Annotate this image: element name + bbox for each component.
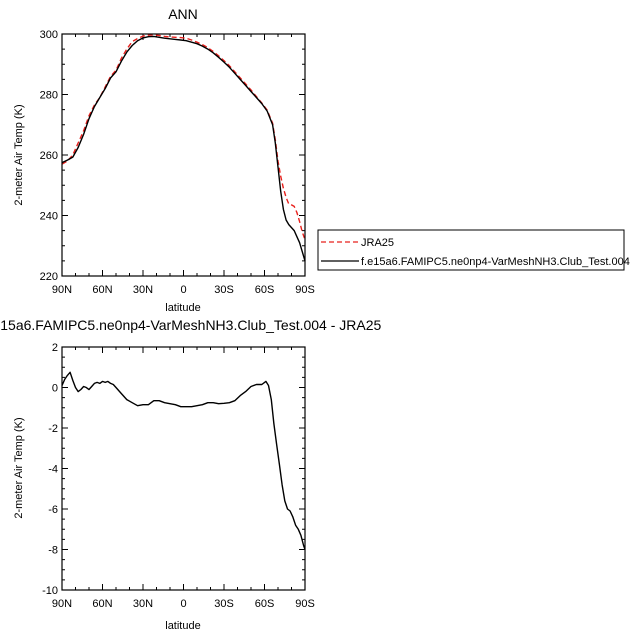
top-chart-title: ANN <box>168 6 198 22</box>
top-x-axis-label: latitude <box>165 302 200 314</box>
bottom-ticks: 90N 60N 30N 0 30S 60S 90S -10 -8 -6 -4 -2 0 2 <box>42 342 315 610</box>
bottom-y-axis-label: 2-meter Air Temp (K) <box>13 417 25 518</box>
x-tick-label: 30S <box>214 598 234 610</box>
bottom-panel: f.e15a6.FAMIPC5.ne0np4-VarMeshNH3.Club_T… <box>0 317 382 632</box>
x-tick-label: 90N <box>52 284 72 296</box>
y-tick-label: -6 <box>48 504 58 516</box>
top-plot-frame <box>61 33 306 277</box>
x-tick-label: 60S <box>255 598 275 610</box>
bottom-series <box>61 371 306 550</box>
x-tick-label: 30N <box>133 598 153 610</box>
y-tick-label: -10 <box>42 585 58 597</box>
x-tick-label: 60N <box>92 284 112 296</box>
y-tick-label: 0 <box>52 383 58 395</box>
bottom-plot-frame <box>61 346 306 591</box>
top-series <box>61 34 306 262</box>
x-tick-label: 0 <box>180 598 186 610</box>
y-tick-label: 240 <box>40 211 58 223</box>
x-tick-label: 90N <box>52 598 72 610</box>
x-tick-label: 60S <box>255 284 275 296</box>
y-tick-label: -2 <box>48 423 58 435</box>
bottom-chart-title: f.e15a6.FAMIPC5.ne0np4-VarMeshNH3.Club_T… <box>0 317 382 333</box>
x-tick-label: 30N <box>133 284 153 296</box>
top-ticks: 90N 60N 30N 0 30S 60S 90S 220 240 260 280 300 <box>40 29 315 296</box>
x-tick-label: 30S <box>214 284 234 296</box>
legend-label-model: f.e15a6.FAMIPC5.ne0np4-VarMeshNH3.Club_T… <box>361 256 630 268</box>
legend: JRA25 f.e15a6.FAMIPC5.ne0np4-VarMeshNH3.… <box>317 229 630 271</box>
bottom-x-axis-label: latitude <box>165 620 200 632</box>
top-panel: ANN 2-meter Air Temp (K) latitude 90N 60N… <box>13 6 315 314</box>
y-tick-label: -4 <box>48 464 58 476</box>
y-tick-label: 300 <box>40 29 58 41</box>
y-tick-label: 260 <box>40 150 58 162</box>
top-y-axis-label: 2-meter Air Temp (K) <box>13 104 25 205</box>
series-line-2-1 <box>61 371 306 550</box>
x-tick-label: 60N <box>92 598 112 610</box>
series-line-1-2 <box>61 35 306 262</box>
x-tick-label: 90S <box>295 598 315 610</box>
series-line-1-1 <box>61 34 306 240</box>
legend-label-jra25: JRA25 <box>361 237 394 249</box>
y-tick-label: 2 <box>52 342 58 354</box>
x-tick-label: 90S <box>295 284 315 296</box>
y-tick-label: -8 <box>48 545 58 557</box>
y-tick-label: 280 <box>40 90 58 102</box>
y-tick-label: 220 <box>40 271 58 283</box>
x-tick-label: 0 <box>180 284 186 296</box>
legend-box <box>317 229 625 271</box>
